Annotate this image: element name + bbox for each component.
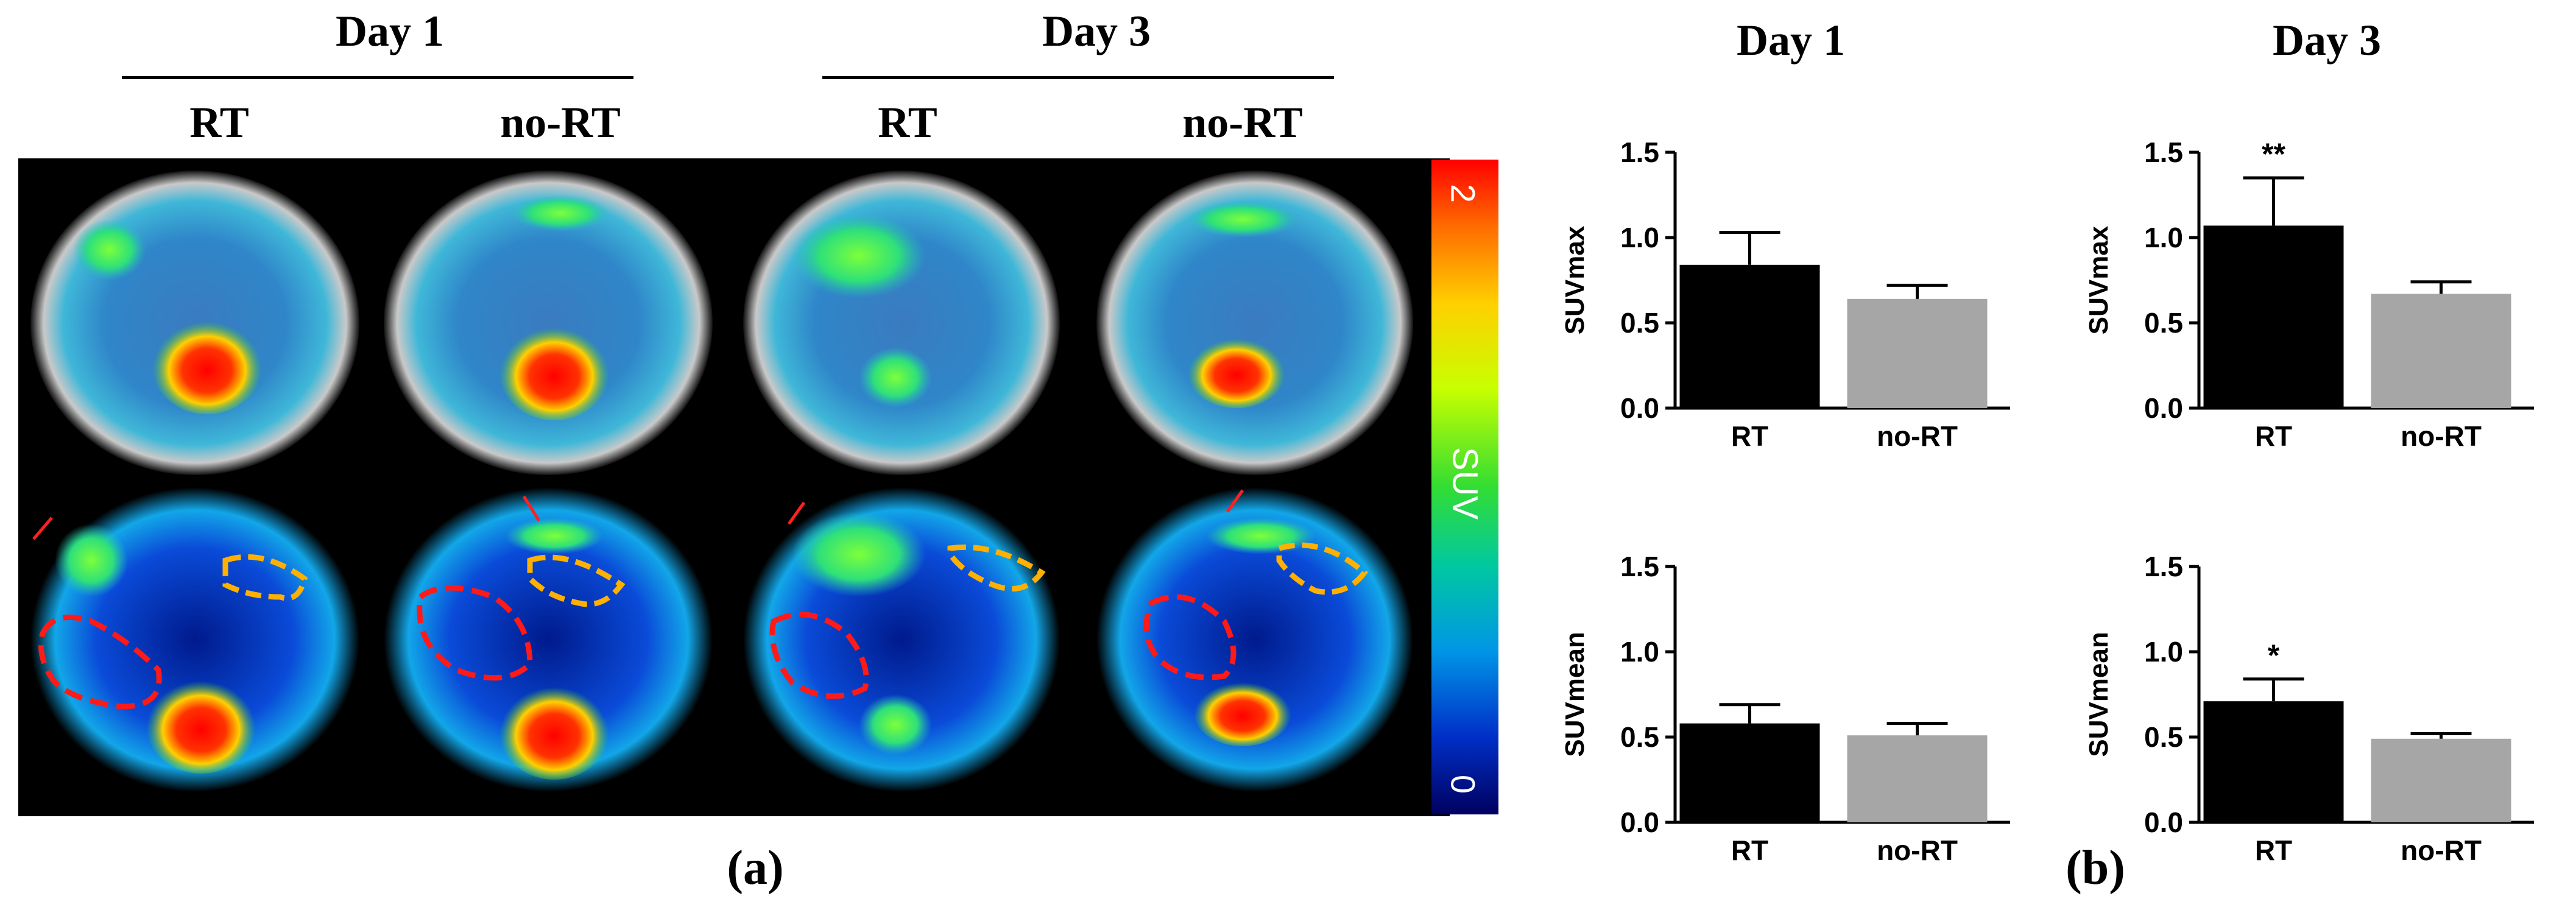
y-tick-label: 1.5 <box>2144 136 2183 168</box>
y-tick-label: 0.5 <box>1620 307 1659 339</box>
pet-image-nort-day1 <box>384 487 713 792</box>
bar-chart-suvmean-day1: 0.0 0.5 1.0 1.5 SUVmean RT no-RT <box>1560 551 2010 866</box>
day1-underline <box>122 76 633 79</box>
suv-colorbar <box>1431 160 1498 814</box>
fused-image-rt-day1 <box>30 171 359 475</box>
y-tick-label: 1.0 <box>1620 636 1659 668</box>
bar-rt <box>2203 701 2344 822</box>
y-axis-label: SUVmean <box>1560 632 1590 757</box>
bar-chart-suvmean-day3: 0.0 0.5 1.0 1.5 SUVmean * RT no-RT <box>2084 551 2534 866</box>
pet-image-rt-day3 <box>743 487 1060 792</box>
panel-label-a: (a) <box>727 841 784 895</box>
bar-no-rt <box>1847 735 1988 822</box>
fused-image-rt-day3 <box>743 171 1060 475</box>
group-label-rt-day3: RT <box>878 98 937 147</box>
y-tick-label: 1.5 <box>2144 551 2183 582</box>
x-tick-label: RT <box>1731 835 1768 866</box>
bar-rt <box>1679 264 1820 408</box>
bar-no-rt <box>2371 294 2511 408</box>
pet-image-rt-day1 <box>30 487 359 792</box>
significance-annotation: * <box>2268 638 2280 672</box>
bar-chart-suvmax-day1: 0.0 0.5 1.0 1.5 SUVmax RT no-RT <box>1560 136 2010 452</box>
x-tick-label: RT <box>2255 420 2292 452</box>
y-axis-label: SUVmax <box>1560 225 1590 334</box>
pet-image-nort-day3 <box>1096 487 1413 792</box>
y-tick-label: 1.0 <box>2144 222 2183 253</box>
y-tick-label: 0.5 <box>2144 307 2183 339</box>
bar-rt <box>2203 225 2344 408</box>
y-tick-label: 0.0 <box>2144 806 2183 838</box>
y-tick-label: 1.0 <box>1620 222 1659 253</box>
colorbar-min-label: 0 <box>1444 774 1483 794</box>
group-label-nort-day1: no-RT <box>500 98 621 147</box>
y-tick-label: 0.5 <box>1620 721 1659 753</box>
group-label-nort-day3: no-RT <box>1182 98 1303 147</box>
bar-chart-suvmax-day3: 0.0 0.5 1.0 1.5 SUVmax ** RT no-RT <box>2084 136 2534 452</box>
x-tick-label: no-RT <box>1877 835 1958 866</box>
bar-no-rt <box>1847 298 1988 408</box>
panel-label-b: (b) <box>2066 841 2125 895</box>
x-tick-label: RT <box>2255 835 2292 866</box>
colorbar-title: SUV <box>1445 446 1485 520</box>
pet-image-grid <box>18 158 1450 816</box>
fused-image-nort-day1 <box>384 171 713 475</box>
bar-no-rt <box>2371 738 2511 822</box>
y-tick-label: 0.0 <box>1620 806 1659 838</box>
chart-column-title-day1: Day 1 <box>1737 16 1845 65</box>
y-tick-label: 1.0 <box>2144 636 2183 668</box>
y-tick-label: 1.5 <box>1620 551 1659 582</box>
x-tick-label: no-RT <box>1877 420 1958 452</box>
y-axis-label: SUVmax <box>2084 225 2114 334</box>
significance-annotation: ** <box>2262 137 2285 171</box>
day3-underline <box>822 76 1334 79</box>
y-tick-label: 0.5 <box>2144 721 2183 753</box>
bar-rt <box>1679 723 1820 822</box>
y-tick-label: 1.5 <box>1620 136 1659 168</box>
y-axis-label: SUVmean <box>2084 632 2114 757</box>
y-tick-label: 0.0 <box>1620 392 1659 424</box>
x-tick-label: RT <box>1731 420 1768 452</box>
y-tick-label: 0.0 <box>2144 392 2183 424</box>
day3-header: Day 3 <box>1042 7 1151 55</box>
fused-image-nort-day3 <box>1096 171 1413 475</box>
colorbar-max-label: 2 <box>1444 183 1483 203</box>
x-tick-label: no-RT <box>2401 420 2482 452</box>
chart-column-title-day3: Day 3 <box>2273 16 2381 65</box>
group-label-rt-day1: RT <box>189 98 249 147</box>
x-tick-label: no-RT <box>2401 835 2482 866</box>
day1-header: Day 1 <box>336 7 444 55</box>
